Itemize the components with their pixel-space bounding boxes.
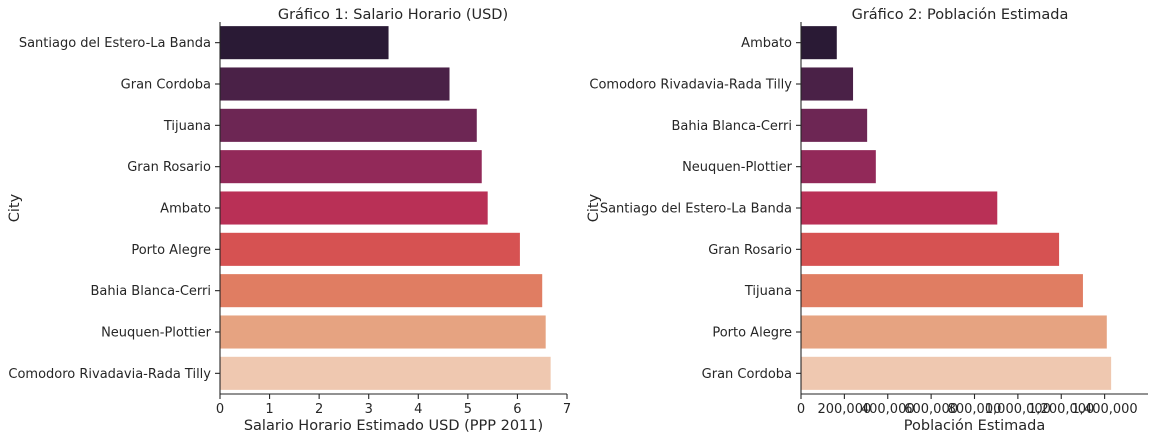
x-tick-label: 6 (513, 402, 521, 417)
chart-title: Gráfico 1: Salario Horario (USD) (278, 7, 508, 23)
x-tick-label: 1,200,000 (1028, 402, 1094, 417)
x-tick-label: 200,000 (817, 402, 871, 417)
bar (801, 108, 868, 142)
y-tick-label: Tijuana (744, 284, 792, 299)
y-tick-label: Gran Rosario (708, 243, 792, 258)
bar (220, 232, 520, 266)
bar (220, 150, 482, 184)
x-tick-label: 3 (365, 402, 373, 417)
y-tick-label: Santiago del Estero-La Banda (600, 202, 792, 217)
bar (801, 315, 1107, 349)
bar (220, 26, 389, 60)
y-tick-label: Tijuana (163, 119, 211, 134)
bar (220, 67, 450, 101)
y-axis-label: City (586, 193, 602, 222)
bar (801, 67, 854, 101)
y-tick-label: Ambato (741, 36, 792, 51)
x-tick-label: 0 (216, 402, 224, 417)
x-axis-label: Salario Horario Estimado USD (PPP 2011) (244, 418, 543, 434)
x-tick-label: 800,000 (948, 402, 1002, 417)
y-tick-label: Ambato (160, 202, 211, 217)
x-tick-label: 1,400,000 (1072, 402, 1138, 417)
x-axis-label: Población Estimada (904, 418, 1045, 434)
x-tick-label: 600,000 (904, 402, 958, 417)
y-tick-label: Gran Cordoba (121, 78, 211, 93)
bar (220, 274, 543, 308)
x-tick-label: 2 (315, 402, 323, 417)
x-tick-label: 4 (414, 402, 422, 417)
y-tick-label: Porto Alegre (712, 326, 792, 341)
bar (801, 356, 1112, 390)
y-tick-label: Gran Cordoba (702, 367, 792, 382)
y-tick-label: Bahia Blanca-Cerri (90, 284, 211, 299)
x-tick-label: 0 (797, 402, 805, 417)
y-tick-label: Porto Alegre (131, 243, 211, 258)
bar (801, 232, 1060, 266)
x-tick-label: 7 (563, 402, 571, 417)
bar (801, 26, 837, 60)
y-tick-label: Neuquen-Plottier (682, 160, 793, 175)
bar (801, 191, 998, 225)
bar (220, 191, 488, 225)
y-tick-label: Gran Rosario (127, 160, 211, 175)
y-tick-label: Santiago del Estero-La Banda (19, 36, 211, 51)
bar (220, 108, 477, 142)
x-tick-label: 1,000,000 (985, 402, 1051, 417)
chart-title: Gráfico 2: Población Estimada (852, 7, 1069, 23)
x-tick-label: 1 (265, 402, 273, 417)
y-axis-label: City (7, 193, 23, 222)
bar (801, 150, 876, 184)
x-tick-label: 5 (464, 402, 472, 417)
y-tick-label: Comodoro Rivadavia-Rada Tilly (589, 78, 792, 93)
y-tick-label: Bahia Blanca-Cerri (671, 119, 792, 134)
bar (801, 274, 1083, 308)
y-tick-label: Neuquen-Plottier (101, 326, 212, 341)
bar (220, 315, 546, 349)
x-tick-label: 400,000 (861, 402, 915, 417)
y-tick-label: Comodoro Rivadavia-Rada Tilly (8, 367, 211, 382)
bar (220, 356, 551, 390)
